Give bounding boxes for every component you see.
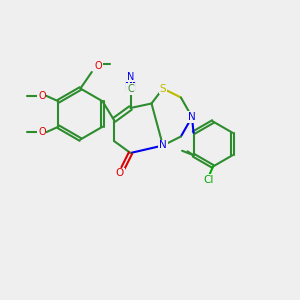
Text: N: N (159, 140, 167, 151)
Text: C: C (127, 84, 134, 94)
Text: Cl: Cl (203, 175, 214, 185)
Text: N: N (127, 71, 134, 82)
Text: S: S (160, 83, 166, 94)
Text: O: O (116, 168, 124, 178)
Text: O: O (38, 127, 46, 137)
Text: N: N (188, 112, 196, 122)
Text: O: O (94, 61, 102, 71)
Text: O: O (38, 91, 46, 101)
